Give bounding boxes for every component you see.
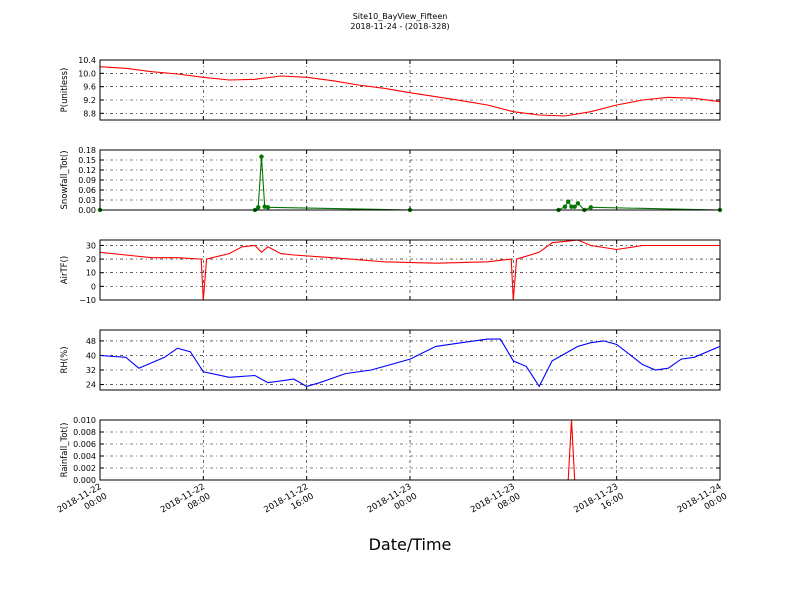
data-point [266,205,270,209]
y-tick-label: 0.18 [78,146,96,155]
y-tick-label: 0.006 [73,440,96,449]
y-tick-label: 8.8 [83,109,96,118]
y-tick-label: 0.12 [78,166,96,175]
y-tick-label: 10.0 [78,69,96,78]
y-axis-label: Rainfall_Tot() [60,423,70,478]
y-tick-label: 0.000 [73,476,96,485]
y-tick-label: 0.03 [78,196,96,205]
y-tick-label: 0.15 [78,156,96,165]
y-tick-label: 0.010 [73,416,96,425]
y-tick-label: 0.06 [78,186,96,195]
y-tick-label: −10 [79,296,96,305]
figure-title: Site10_BayView_Fifteen [353,12,448,21]
data-point [589,205,593,209]
y-tick-label: 0 [91,282,96,291]
data-point [259,154,263,158]
panel-2: 0.000.030.060.090.120.150.18 Snowfall_Tot… [60,146,722,215]
y-tick-label: 9.6 [83,83,96,92]
y-tick-label: 9.2 [83,96,96,105]
y-axis-label: AirTF() [60,256,70,284]
panel-1: 8.8 9.2 9.6 10.0 10.4 P(unitless) [60,56,720,120]
y-tick-label: 0.00 [78,206,96,215]
y-tick-label: 32 [86,366,96,375]
y-tick-label: 0.004 [73,452,96,461]
data-point [572,204,576,208]
panel-3: −10 0 10 20 30 AirTF() [60,240,720,305]
data-point [563,204,567,208]
y-tick-label: 48 [86,337,96,346]
panel-4: 24 32 40 48 RH(%) [60,330,720,390]
y-tick-label: 20 [86,255,96,264]
data-point [576,201,580,205]
y-tick-label: 40 [86,351,96,360]
panel-5: 0.000 0.002 0.004 0.006 0.008 0.010Rainfall_T… [60,416,720,485]
y-tick-label: 24 [86,381,96,390]
y-tick-label: 10 [86,269,96,278]
y-tick-label: 10.4 [78,56,96,65]
y-tick-label: 0.008 [73,428,96,437]
data-point [256,205,260,209]
y-tick-label: 30 [86,241,96,250]
y-tick-label: 0.09 [78,176,96,185]
figure-subtitle: 2018-11-24 - (2018-328) [350,22,449,31]
y-axis-label: P(unitless) [60,68,70,113]
x-axis-label: Date/Time [369,535,452,554]
y-tick-label: 0.002 [73,464,96,473]
y-axis-label: Snowfall_Tot() [60,150,70,209]
data-point [566,199,570,203]
y-axis-label: RH(%) [60,346,70,373]
